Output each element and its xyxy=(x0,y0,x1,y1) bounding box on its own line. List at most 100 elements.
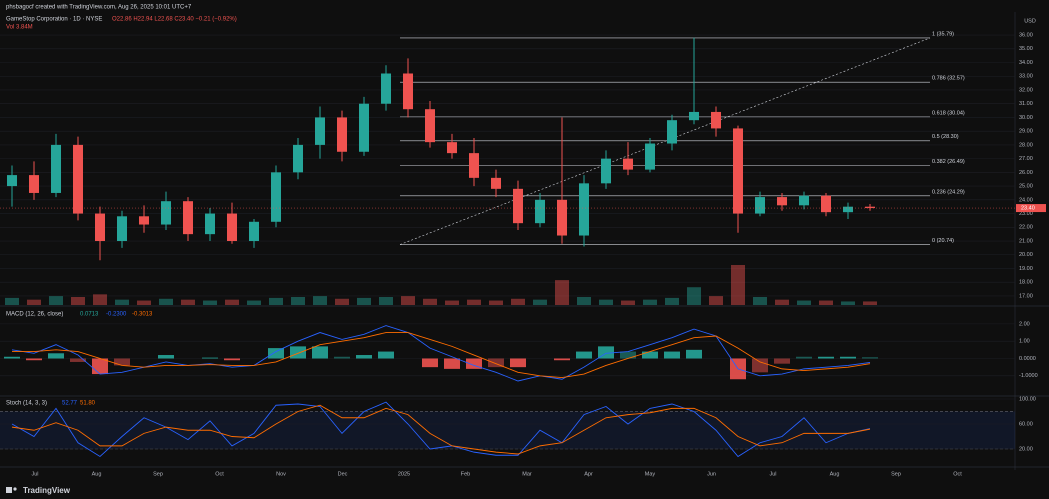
x-tick-label: Feb xyxy=(461,471,470,477)
candle-body xyxy=(689,111,699,121)
stoch-band xyxy=(0,411,1015,449)
histogram-bar xyxy=(312,346,328,359)
candle-body xyxy=(227,213,237,242)
volume-bar xyxy=(357,297,371,305)
y-tick-label: -1.0000 xyxy=(1019,373,1038,379)
x-tick-label: Sep xyxy=(153,471,163,477)
volume-value: Vol 3.84M xyxy=(6,25,33,31)
volume-bar xyxy=(577,297,591,305)
macd-line xyxy=(11,325,871,382)
candle-body xyxy=(7,175,17,187)
fib-label: 0.5 (28.30) xyxy=(932,134,959,140)
histogram-bar xyxy=(862,357,878,359)
candle-body xyxy=(139,216,149,225)
currency: USD xyxy=(1024,18,1036,24)
last-price-label: 23.40 xyxy=(1021,206,1035,212)
x-tick-label: Dec xyxy=(338,471,348,477)
volume-bar xyxy=(445,300,459,305)
fib-label: 0 (20.74) xyxy=(932,238,954,244)
histogram-bar xyxy=(840,356,856,359)
y-tick-label: 24.00 xyxy=(1019,197,1033,203)
volume-bar xyxy=(841,301,855,305)
fib-label: 0.618 (30.04) xyxy=(932,110,965,116)
candle-body xyxy=(161,201,171,225)
x-tick-label: Jul xyxy=(769,471,776,477)
y-tick-label: 28.00 xyxy=(1019,142,1033,148)
volume-bar xyxy=(291,297,305,305)
volume-bar xyxy=(665,297,679,305)
candle-body xyxy=(381,73,391,104)
volume-bar xyxy=(247,300,261,305)
histogram-bar xyxy=(70,358,86,362)
volume-bar xyxy=(687,287,701,305)
candle-body xyxy=(777,197,787,206)
histogram-bar xyxy=(466,358,482,369)
candle-body xyxy=(117,216,127,242)
y-tick-label: 20.00 xyxy=(1019,446,1033,452)
volume-bar xyxy=(797,300,811,305)
y-tick-label: 1.00 xyxy=(1019,339,1030,345)
x-tick-label: Mar xyxy=(522,471,532,477)
volume-bar xyxy=(335,298,349,305)
y-tick-label: 31.00 xyxy=(1019,101,1033,107)
last-price-tag xyxy=(1016,204,1046,213)
volume-bar xyxy=(819,300,833,305)
volume-bar xyxy=(775,299,789,305)
candle-body xyxy=(535,199,545,224)
y-tick-label: 30.00 xyxy=(1019,115,1033,121)
candle-body xyxy=(403,73,413,110)
volume-bar xyxy=(225,299,239,305)
candle-body xyxy=(205,213,215,235)
fib-label: 0.236 (24.29) xyxy=(932,189,965,195)
fib-trend-line xyxy=(399,37,931,245)
x-tick-label: Apr xyxy=(584,471,593,477)
x-tick-label: Nov xyxy=(276,471,286,477)
y-tick-label: 36.00 xyxy=(1019,33,1033,39)
y-tick-label: 26.00 xyxy=(1019,170,1033,176)
histogram-bar xyxy=(158,355,174,359)
y-tick-label: 19.00 xyxy=(1019,266,1033,272)
candle-body xyxy=(557,199,567,236)
histogram-bar xyxy=(620,351,636,359)
x-tick-label: Oct xyxy=(953,471,962,477)
candle-body xyxy=(425,109,435,143)
candle-body xyxy=(865,206,875,209)
pane-value: 0.0713 xyxy=(80,312,99,318)
ohlc-values: O22.86 H22.94 L22.68 C23.40 −0.21 (−0.92… xyxy=(112,17,237,23)
brand-logo: TradingView xyxy=(6,486,71,495)
histogram-bar xyxy=(774,358,790,364)
histogram-bar xyxy=(356,355,372,359)
y-tick-label: 60.00 xyxy=(1019,421,1033,427)
candle-body xyxy=(623,158,633,170)
y-tick-label: 35.00 xyxy=(1019,46,1033,52)
candle-body xyxy=(183,201,193,235)
histogram-bar xyxy=(576,351,592,359)
volume-bar xyxy=(511,298,525,305)
y-tick-label: 22.00 xyxy=(1019,225,1033,231)
credit: phsbagocf created with TradingView.com, … xyxy=(6,5,192,11)
histogram-bar xyxy=(48,353,64,359)
candle-body xyxy=(799,195,809,206)
histogram-bar xyxy=(510,358,526,368)
fib-label: 1 (35.79) xyxy=(932,31,954,37)
y-tick-label: 25.00 xyxy=(1019,184,1033,190)
candle-body xyxy=(337,117,347,152)
volume-bar xyxy=(533,299,547,305)
volume-bar xyxy=(863,301,877,305)
brand: TradingView xyxy=(23,486,71,495)
candle-body xyxy=(711,111,721,129)
volume-bar xyxy=(379,297,393,305)
fib-label: 0.786 (32.57) xyxy=(932,76,965,82)
x-tick-label: Oct xyxy=(215,471,224,477)
volume-bar xyxy=(71,297,85,305)
candle-body xyxy=(667,120,677,144)
volume-bar xyxy=(93,294,107,305)
candle-body xyxy=(755,197,765,214)
histogram-bar xyxy=(26,358,42,361)
histogram-bar xyxy=(202,357,218,359)
x-tick-label: Aug xyxy=(830,471,840,477)
candle-body xyxy=(469,153,479,178)
y-tick-label: 32.00 xyxy=(1019,87,1033,93)
volume-bar xyxy=(489,300,503,305)
